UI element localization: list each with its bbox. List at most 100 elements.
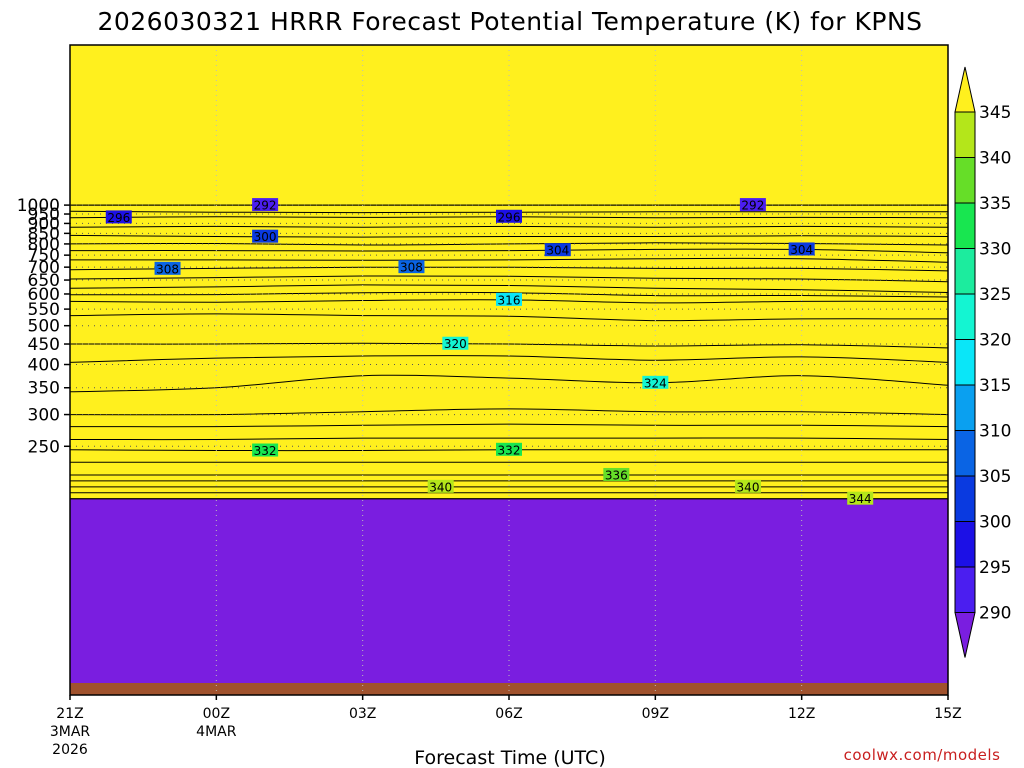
contour-label-text: 324	[644, 376, 667, 390]
contour-labels: 344 340 340 336 332 332 324 320 316 308 308 304 304 3…	[105, 198, 874, 506]
contour-label-344: 344	[847, 491, 874, 506]
isentrope-306	[70, 257, 948, 263]
contour-label-text: 340	[429, 480, 452, 494]
contour-label-text: 332	[498, 443, 521, 457]
colorbar-segment-300	[954, 475, 976, 522]
y-axis: 250 300 350 4004505005506006507007508008509…	[17, 196, 70, 457]
contour-label-296: 296	[105, 210, 132, 225]
contour-label-text: 292	[254, 199, 277, 213]
x-tick-label-21Z: 21Z	[56, 706, 83, 722]
y-tick-label-350: 350	[28, 379, 60, 399]
y-tick-label-550: 550	[28, 300, 60, 320]
contour-label-292: 292	[739, 198, 766, 213]
contour-label-text: 308	[400, 261, 423, 275]
contour-label-bg	[442, 336, 469, 350]
contour-label-332: 332	[252, 443, 279, 458]
contour-label-340: 340	[735, 479, 762, 494]
contour-label-304: 304	[788, 242, 815, 257]
colorbar-label-330: 330	[979, 240, 1011, 260]
x-tick-label-15Z: 15Z	[934, 706, 961, 722]
colorbar-segment-340	[954, 111, 976, 158]
contour-label-bg	[398, 260, 425, 274]
y-tick-label-750: 750	[28, 246, 60, 266]
contour-label-text: 320	[444, 337, 467, 351]
contour-label-320: 320	[442, 336, 469, 351]
colorbar-segment-315	[954, 339, 976, 386]
y-tick-label-500: 500	[28, 317, 60, 337]
y-tick-label-900: 900	[28, 214, 60, 234]
contour-label-bg	[252, 198, 279, 212]
contour-label-336: 336	[603, 467, 630, 482]
colorbar-segment-290	[954, 566, 976, 613]
x-tick-label-09Z: 09Z	[642, 706, 669, 722]
colorbar-label-300: 300	[979, 513, 1011, 533]
contour-label-292: 292	[252, 198, 279, 213]
x-tick-label-00Z: 00Z	[203, 706, 230, 722]
colorbar-segment-330	[954, 202, 976, 249]
x-tick-label-03Z: 03Z	[349, 706, 376, 722]
isentrope-310	[70, 275, 948, 283]
colorbar-segment-320	[954, 293, 976, 340]
colorbar-label-310: 310	[979, 422, 1011, 442]
y-tick-label-1000: 1000	[17, 196, 60, 216]
contour-label-324: 324	[642, 375, 669, 390]
contour-label-bg	[427, 479, 454, 493]
contour-label-text: 292	[741, 199, 764, 213]
isentrope-318	[70, 313, 948, 322]
plot-area: 344 340 340 336 332 332 324 320 316 308 308 304 304 3…	[69, 44, 949, 696]
contour-label-308: 308	[154, 261, 181, 276]
contour-label-text: 316	[498, 293, 521, 307]
y-tick-label-700: 700	[28, 258, 60, 278]
colorbar-label-290: 290	[979, 604, 1011, 624]
isentrope-326	[70, 408, 948, 416]
x-tick-label-12Z: 12Z	[788, 706, 815, 722]
contour-label-340: 340	[427, 479, 454, 494]
colorbar-segment-310	[954, 384, 976, 431]
contour-label-316: 316	[496, 292, 522, 307]
colorbar-segment-325	[954, 248, 976, 295]
x-axis: 21Z 3MAR 2026 00Z 4MAR 03Z 06Z 09Z 12Z 15Z	[50, 695, 962, 758]
contour-label-bg	[154, 261, 181, 275]
colorbar-label-305: 305	[979, 467, 1011, 487]
contour-label-bg	[544, 243, 571, 257]
contour-label-bg	[496, 209, 522, 223]
contour-label-text: 308	[156, 262, 179, 276]
y-tick-label-450: 450	[28, 335, 60, 355]
chart-title: 2026030321 HRRR Forecast Potential Tempe…	[97, 7, 922, 36]
y-tick-label-300: 300	[28, 406, 60, 426]
colorbar-label-325: 325	[979, 285, 1011, 305]
contour-label-text: 300	[254, 230, 277, 244]
contour-label-bg	[496, 442, 522, 456]
x-tick-date-00Z: 4MAR	[196, 724, 237, 740]
contour-label-bg	[603, 467, 630, 481]
contour-label-bg	[496, 292, 522, 306]
x-tick-date-21Z: 3MAR	[50, 724, 91, 740]
colorbar-segment-295	[954, 521, 976, 568]
colorbar-label-315: 315	[979, 376, 1011, 396]
theta-band-345	[70, 45, 948, 499]
contour-label-300: 300	[252, 229, 279, 244]
contour-label-bg	[105, 210, 132, 224]
contour-label-text: 340	[737, 480, 760, 494]
contour-label-text: 304	[546, 244, 569, 258]
ground-strip	[70, 683, 948, 695]
contour-label-296: 296	[496, 209, 522, 224]
colorbar-segment-305	[954, 430, 976, 477]
contour-label-304: 304	[544, 243, 571, 258]
y-tick-label-250: 250	[28, 437, 60, 457]
contour-label-bg	[735, 479, 762, 493]
y-tick-label-400: 400	[28, 356, 60, 376]
contour-label-332: 332	[496, 442, 522, 457]
colorbar-segment-335	[954, 157, 976, 204]
contour-label-text: 304	[790, 243, 813, 257]
colorbar-label-345: 345	[979, 103, 1011, 123]
colorbar-arrow-top	[954, 66, 976, 113]
credit-text: coolwx.com/models	[844, 746, 1001, 764]
x-tick-year-21Z: 2026	[52, 742, 88, 758]
contour-label-bg	[252, 229, 279, 243]
contour-label-text: 296	[498, 210, 521, 224]
y-tick-label-650: 650	[28, 271, 60, 291]
y-tick-label-800: 800	[28, 235, 60, 255]
contour-label-bg	[642, 375, 669, 389]
